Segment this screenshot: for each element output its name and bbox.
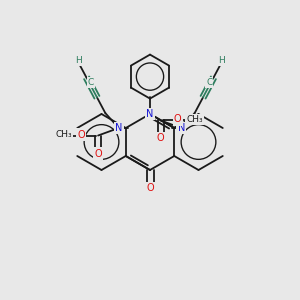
Text: N: N	[178, 123, 185, 133]
Text: H: H	[219, 56, 225, 65]
Text: C: C	[206, 78, 212, 87]
Text: O: O	[146, 183, 154, 193]
Text: CH₃: CH₃	[56, 130, 72, 139]
Text: N: N	[115, 123, 122, 133]
Text: N: N	[146, 109, 154, 119]
Text: CH₃: CH₃	[186, 115, 203, 124]
Text: O: O	[157, 134, 164, 143]
Text: O: O	[94, 148, 102, 158]
Text: O: O	[174, 115, 182, 124]
Text: H: H	[75, 56, 81, 65]
Text: O: O	[77, 130, 85, 140]
Text: C: C	[88, 78, 94, 87]
